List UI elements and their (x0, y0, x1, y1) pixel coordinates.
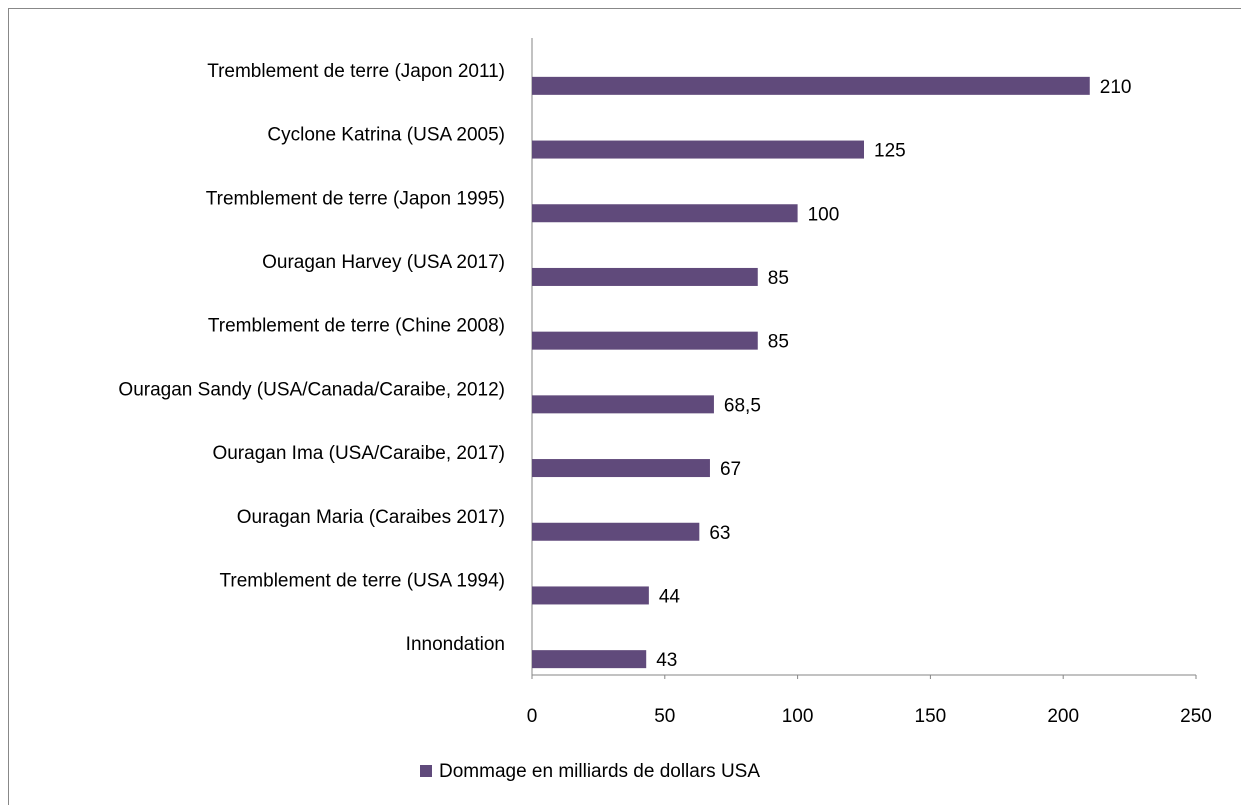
y-tick-label: Cyclone Katrina (USA 2005) (267, 125, 505, 146)
data-label: 100 (808, 204, 840, 225)
legend-swatch (420, 765, 432, 777)
y-tick-label: Tremblement de terre (USA 1994) (220, 570, 505, 591)
data-label: 44 (659, 586, 681, 607)
data-label: 63 (709, 523, 730, 544)
x-tick-label: 100 (782, 706, 814, 727)
bar (532, 650, 647, 669)
bar (532, 459, 710, 478)
data-label: 85 (768, 268, 789, 289)
bar (532, 395, 714, 414)
bar (532, 76, 1090, 95)
data-label: 67 (720, 459, 741, 480)
data-label: 210 (1100, 77, 1132, 98)
y-tick-label: Ouragan Sandy (USA/Canada/Caraibe, 2012) (118, 379, 505, 400)
chart-border (8, 8, 1241, 805)
y-tick-label: Tremblement de terre (Japon 1995) (206, 188, 505, 209)
y-tick-label: Ouragan Maria (Caraibes 2017) (237, 507, 505, 528)
y-tick-label: Ouragan Harvey (USA 2017) (262, 252, 505, 273)
data-label: 68,5 (724, 395, 761, 416)
x-tick-label: 200 (1047, 706, 1079, 727)
bar (532, 267, 758, 286)
data-label: 43 (656, 650, 677, 671)
y-tick-label: Tremblement de terre (Japon 2011) (207, 61, 505, 82)
x-tick-label: 50 (654, 706, 675, 727)
x-tick-label: 0 (527, 706, 538, 727)
x-tick-label: 150 (915, 706, 947, 727)
bar (532, 331, 758, 350)
bar (532, 522, 700, 541)
y-tick-label: Tremblement de terre (Chine 2008) (208, 316, 505, 337)
y-tick-label: Ouragan Ima (USA/Caraibe, 2017) (212, 443, 505, 464)
bar (532, 586, 649, 605)
bar (532, 204, 798, 223)
data-label: 85 (768, 332, 789, 353)
legend-label: Dommage en milliards de dollars USA (439, 761, 760, 782)
x-tick-label: 250 (1180, 706, 1212, 727)
data-label: 125 (874, 141, 906, 162)
bar (532, 140, 864, 159)
y-tick-label: Innondation (406, 634, 505, 655)
